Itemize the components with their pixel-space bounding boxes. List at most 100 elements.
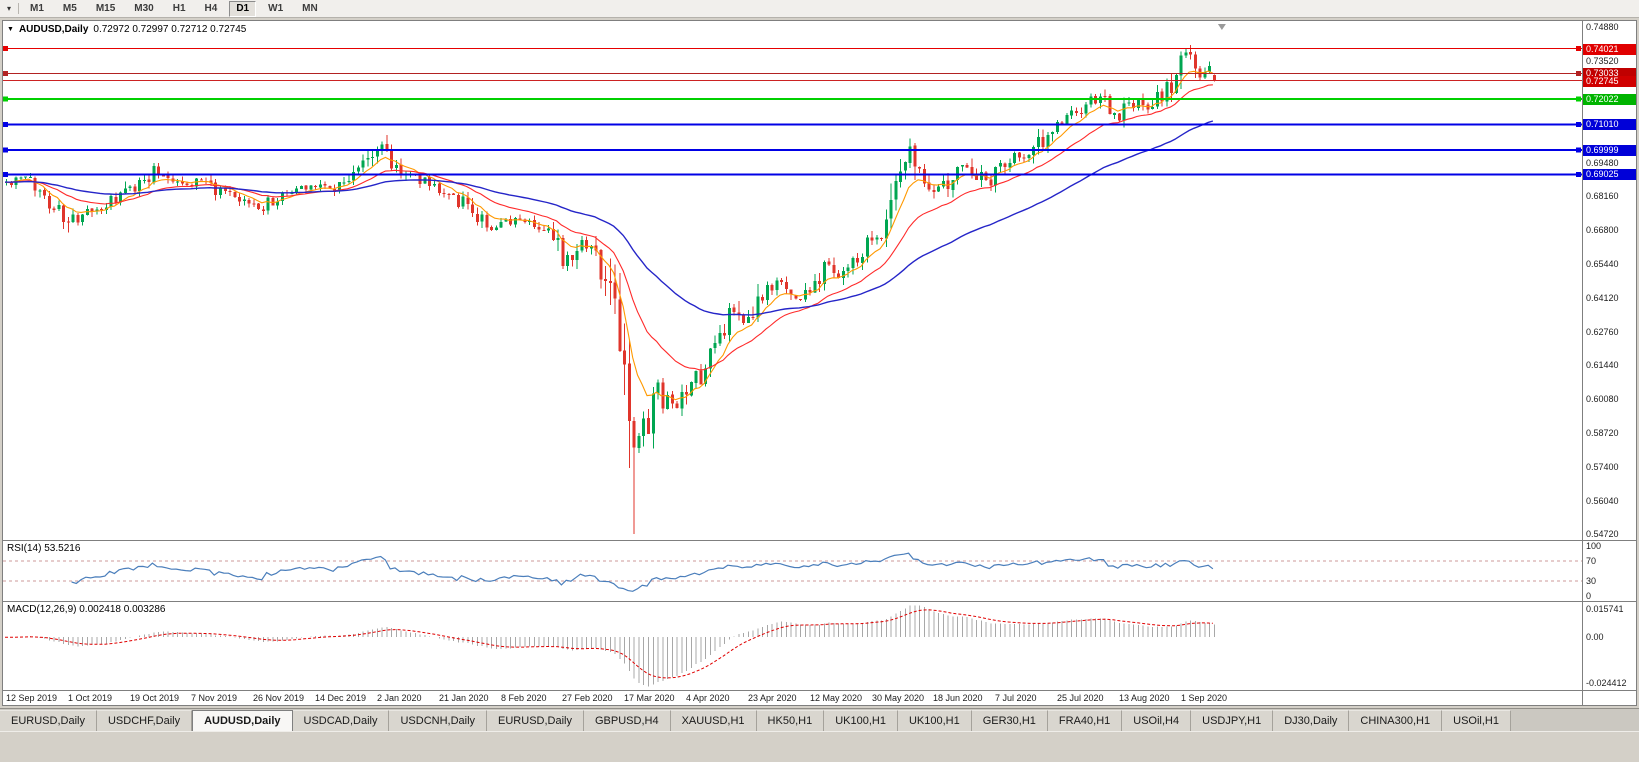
timeframe-button-mn[interactable]: MN (302, 2, 318, 14)
price-axis-label: 0.62760 (1586, 327, 1619, 337)
chart-tab-usdcnh-daily[interactable]: USDCNH,Daily (389, 710, 488, 731)
chart-tab-usdchf-daily[interactable]: USDCHF,Daily (96, 710, 193, 731)
chart-tab-dj30-daily[interactable]: DJ30,Daily (1273, 710, 1350, 731)
time-axis-label: 12 Sep 2019 (6, 693, 58, 703)
price-axis-label: 0.66800 (1586, 225, 1619, 235)
chart-tab-uk100-h1[interactable]: UK100,H1 (897, 710, 972, 731)
time-axis-label: 19 Oct 2019 (130, 693, 180, 703)
chart-tab-audusd-daily[interactable]: AUDUSD,Daily (192, 710, 293, 731)
rsi-axis-label: 100 (1586, 541, 1602, 551)
macd-axis-label: -0.024412 (1586, 678, 1627, 688)
price-level-badge: 0.72022 (1583, 94, 1636, 105)
toolbar-more-icon[interactable]: ▾ (7, 4, 12, 13)
timeframe-button-group: M1 M5 M15 M30 H1 H4 D1 W1 MN (23, 0, 325, 17)
chart-tab-usdjpy-h1[interactable]: USDJPY,H1 (1191, 710, 1274, 731)
time-axis-label: 13 Aug 2020 (1119, 693, 1170, 703)
time-axis-label: 26 Nov 2019 (253, 693, 305, 703)
chart-tab-xauusd-h1[interactable]: XAUUSD,H1 (670, 710, 757, 731)
current-price-badge: 0.72745 (1583, 76, 1636, 87)
timeframe-button-h4[interactable]: H4 (204, 2, 218, 14)
time-axis-label: 8 Feb 2020 (501, 693, 547, 703)
macd-chart-svg[interactable] (3, 602, 1582, 690)
time-axis-label: 23 Apr 2020 (748, 693, 797, 703)
macd-axis-label: 0.00 (1586, 632, 1604, 642)
rsi-axis-label: 30 (1586, 576, 1597, 586)
price-level-badge: 0.71010 (1583, 119, 1636, 130)
price-level-badge: 0.69025 (1583, 169, 1636, 180)
chart-tab-eurusd-daily[interactable]: EURUSD,Daily (0, 710, 97, 731)
chart-symbol-period: AUDUSD,Daily (18, 24, 89, 35)
chart-tab-usoil-h4[interactable]: USOil,H4 (1122, 710, 1192, 731)
time-axis-label: 4 Apr 2020 (686, 693, 730, 703)
timeframe-button-d1[interactable]: D1 (229, 0, 257, 17)
timeframe-button-m1[interactable]: M1 (30, 2, 44, 14)
price-axis-label: 0.74880 (1586, 22, 1619, 32)
chart-window: ▼ AUDUSD,Daily 0.72972 0.72997 0.72712 0… (2, 20, 1637, 706)
timeframe-button-h1[interactable]: H1 (172, 2, 186, 14)
time-axis-label: 21 Jan 2020 (439, 693, 489, 703)
rsi-axis[interactable]: 100 70 30 0 (1582, 541, 1636, 601)
chart-workspace: ▼ AUDUSD,Daily 0.72972 0.72997 0.72712 0… (0, 18, 1639, 708)
rsi-pane: RSI(14) 53.5216 100 70 30 0 (3, 540, 1636, 601)
chart-tab-eurusd-daily[interactable]: EURUSD,Daily (487, 710, 584, 731)
price-level-badge: 0.74021 (1583, 44, 1636, 55)
price-axis-label: 0.61440 (1586, 360, 1619, 370)
chart-tab-uk100-h1[interactable]: UK100,H1 (824, 710, 898, 731)
chart-tab-bar: EURUSD,Daily USDCHF,Daily AUDUSD,Daily USDC… (0, 708, 1639, 731)
rsi-axis-label: 0 (1586, 591, 1592, 601)
price-axis-label: 0.58720 (1586, 428, 1619, 438)
time-axis-label: 27 Feb 2020 (562, 693, 613, 703)
timeframe-button-m5[interactable]: M5 (62, 2, 77, 14)
time-axis-label: 7 Nov 2019 (191, 693, 238, 703)
macd-title: MACD(12,26,9) 0.002418 0.003286 (7, 604, 166, 615)
time-axis-row: 12 Sep 2019 1 Oct 2019 19 Oct 2019 7 Nov 20… (3, 690, 1636, 705)
chart-shift-marker (1217, 24, 1226, 30)
macd-axis-label: 0.015741 (1586, 604, 1624, 614)
price-axis-label: 0.65440 (1586, 259, 1619, 269)
price-chart-svg[interactable] (3, 21, 1582, 540)
price-level-badge: 0.73033 (1583, 68, 1636, 79)
price-axis-label: 0.54720 (1586, 529, 1619, 539)
price-axis-label: 0.69480 (1586, 158, 1619, 168)
time-axis-label: 1 Oct 2019 (68, 693, 113, 703)
macd-pane: MACD(12,26,9) 0.002418 0.003286 0.015741… (3, 601, 1636, 690)
timeframe-button-m30[interactable]: M30 (134, 2, 154, 14)
chart-tab-fra40-h1[interactable]: FRA40,H1 (1047, 710, 1123, 731)
macd-chart-canvas[interactable]: MACD(12,26,9) 0.002418 0.003286 (3, 602, 1582, 690)
price-axis-label: 0.56040 (1586, 496, 1619, 506)
chart-tab-ger30-h1[interactable]: GER30,H1 (971, 710, 1048, 731)
price-level-badge: 0.69999 (1583, 145, 1636, 156)
rsi-chart-canvas[interactable]: RSI(14) 53.5216 (3, 541, 1582, 601)
time-axis-label: 12 May 2020 (810, 693, 863, 703)
time-axis-label: 17 Mar 2020 (624, 693, 675, 703)
macd-axis[interactable]: 0.015741 0.00 -0.024412 (1582, 602, 1636, 690)
chart-tab-usoil-h1[interactable]: USOil,H1 (1442, 710, 1511, 731)
chart-tab-china300-h1[interactable]: CHINA300,H1 (1349, 710, 1443, 731)
price-axis-label: 0.57400 (1586, 462, 1619, 472)
price-axis-label: 0.68160 (1586, 191, 1619, 201)
time-axis-label: 30 May 2020 (872, 693, 925, 703)
toolbar-separator (18, 3, 20, 14)
time-axis-label: 1 Sep 2020 (1181, 693, 1228, 703)
chart-collapse-icon[interactable]: ▼ (7, 26, 14, 33)
axis-corner (1582, 691, 1636, 705)
time-axis-label: 7 Jul 2020 (995, 693, 1037, 703)
status-bar (0, 731, 1639, 762)
time-axis[interactable]: 12 Sep 2019 1 Oct 2019 19 Oct 2019 7 Nov 20… (3, 691, 1582, 705)
chart-tab-hk50-h1[interactable]: HK50,H1 (756, 710, 825, 731)
price-axis[interactable]: 0.74880 0.73520 0.69480 0.68160 0.66800 0.654… (1582, 21, 1636, 540)
rsi-chart-svg[interactable] (3, 541, 1582, 601)
rsi-title: RSI(14) 53.5216 (7, 543, 81, 554)
chart-tab-usdcad-daily[interactable]: USDCAD,Daily (292, 710, 390, 731)
chart-ohlc-values: 0.72972 0.72997 0.72712 0.72745 (93, 24, 247, 35)
price-axis-label: 0.60080 (1586, 394, 1619, 404)
price-chart-canvas[interactable]: ▼ AUDUSD,Daily 0.72972 0.72997 0.72712 0… (3, 21, 1582, 540)
time-axis-label: 18 Jun 2020 (933, 693, 983, 703)
time-axis-label: 25 Jul 2020 (1057, 693, 1104, 703)
chart-tab-gbpusd-h4[interactable]: GBPUSD,H4 (584, 710, 671, 731)
price-pane: ▼ AUDUSD,Daily 0.72972 0.72997 0.72712 0… (3, 21, 1636, 540)
timeframe-button-w1[interactable]: W1 (268, 2, 284, 14)
time-axis-label: 14 Dec 2019 (315, 693, 367, 703)
timeframe-button-m15[interactable]: M15 (95, 2, 116, 14)
